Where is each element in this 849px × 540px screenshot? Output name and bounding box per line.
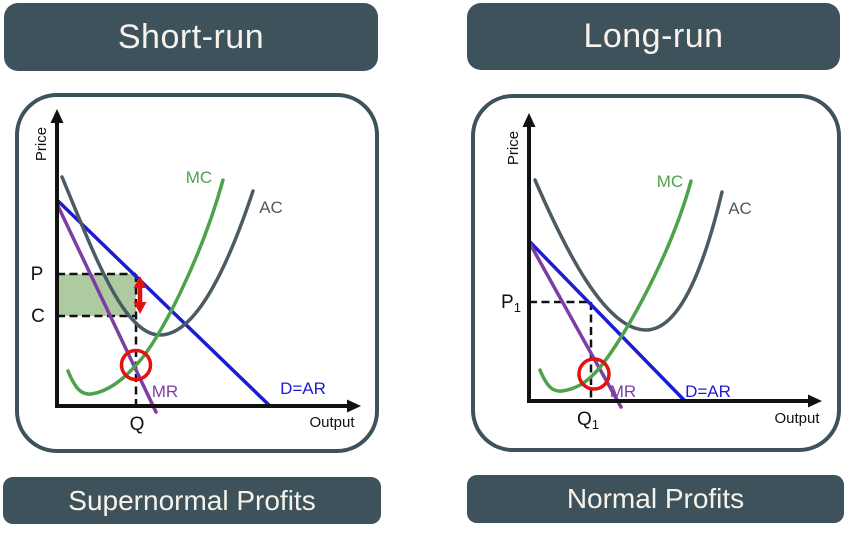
normal-profits-label: Normal Profits [566,483,745,514]
cost-label: C [31,306,45,327]
mc-mr-intersection-circle [119,348,153,382]
x-axis-label: Output [774,410,820,427]
x-axis-arrow-icon [808,394,822,408]
ac-curve [60,175,255,337]
mc-curve [538,179,693,393]
x-axis-label: Output [309,414,355,431]
quantity-label: Q [130,414,145,435]
short-run-card-border [15,93,379,453]
short-run-header: Short-run [4,3,378,71]
mr-line [527,240,623,409]
y-axis-arrow-icon [522,113,536,127]
demand-curve-label: D=AR [280,379,326,398]
y-axis-label: Price [33,127,50,161]
y-axis-label: Price [505,131,522,165]
short-run-diagram: Price Output P C Q MC AC MR D=AR [15,93,379,453]
quantity1-label: Q1 [577,409,599,432]
mc-curve-label: MC [657,172,683,191]
long-run-header: Long-run [467,3,840,70]
mc-mr-intersection-circle [577,357,611,391]
supernormal-profits-caption: Supernormal Profits [3,477,381,524]
ac-curve-label: AC [259,198,283,217]
mc-curve-label: MC [186,168,212,187]
mr-curve-label: MR [152,382,178,401]
normal-profits-caption: Normal Profits [467,475,844,523]
ac-curve-label: AC [728,199,752,218]
demand-ar-line [55,198,272,408]
price1-label: P1 [501,292,521,315]
supernormal-profits-label: Supernormal Profits [68,484,316,516]
demand-ar-line [527,239,687,403]
mc-curve [66,178,225,396]
short-run-header-label: Short-run [117,17,265,56]
ac-curve [533,178,724,332]
long-run-diagram: Price Output P1 Q1 MC AC MR D=AR [471,94,841,452]
x-axis-arrow-icon [347,399,361,413]
long-run-header-label: Long-run [583,17,724,55]
mr-curve-label: MR [610,382,636,401]
y-axis-arrow-icon [50,109,64,123]
profit-gap-arrow [133,276,147,314]
demand-curve-label: D=AR [685,382,731,401]
price-label: P [31,264,44,285]
